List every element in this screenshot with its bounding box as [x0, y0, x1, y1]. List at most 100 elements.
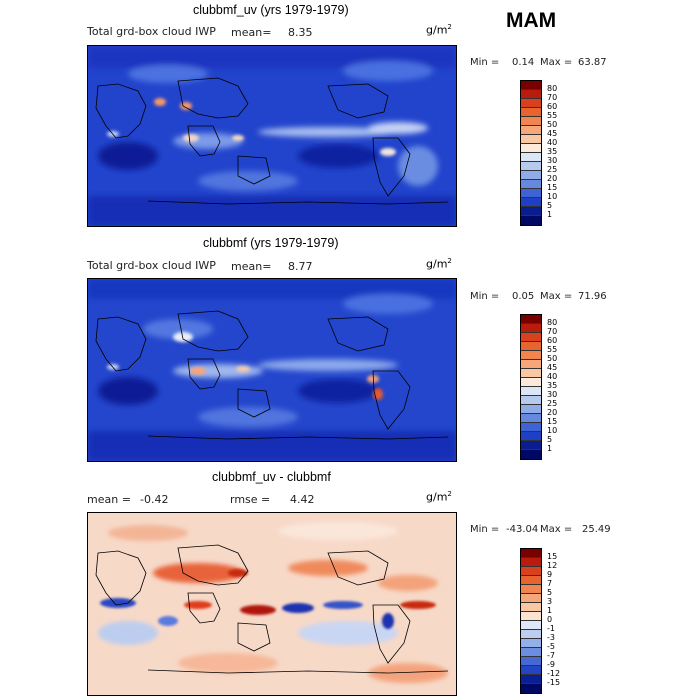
- panel3-colorbar-swatch: [521, 648, 541, 657]
- panel3-colorbar-swatch: [521, 576, 541, 585]
- panel1-colorbar-tick-label: 70: [547, 93, 558, 102]
- panel1-colorbar-tick-label: 35: [547, 147, 558, 156]
- panel3-colorbar-swatch: [521, 639, 541, 648]
- panel1-colorbar-swatch: [521, 117, 541, 126]
- panel2-colorbar-swatch: [521, 396, 541, 405]
- panel1-colorbar-swatch: [521, 153, 541, 162]
- panel3-rmse-value: 4.42: [290, 493, 315, 506]
- panel3-colorbar-swatch: [521, 585, 541, 594]
- panel1-mean-label: mean=: [231, 26, 272, 39]
- panel2-colorbar-swatch: [521, 450, 541, 459]
- panel2-colorbar-tick-label: 40: [547, 372, 558, 381]
- panel2-title: clubbmf (yrs 1979-1979): [203, 236, 339, 250]
- panel2-colorbar-swatch: [521, 342, 541, 351]
- panel2-colorbar-tick-label: 20: [547, 408, 558, 417]
- panel2-colorbar-tick-label: 25: [547, 399, 558, 408]
- panel1-colorbar-swatch: [521, 198, 541, 207]
- panel1-colorbar-swatch: [521, 144, 541, 153]
- panel1-colorbar-swatch: [521, 180, 541, 189]
- panel3-colorbar-swatch: [521, 621, 541, 630]
- panel3-colorbar-swatch: [521, 612, 541, 621]
- panel2-colorbar-tick-label: 15: [547, 417, 558, 426]
- panel1-colorbar-tick-label: 55: [547, 111, 558, 120]
- panel1-colorbar-tick-label: 15: [547, 183, 558, 192]
- panel1-colorbar-tick-label: 45: [547, 129, 558, 138]
- panel3-colorbar-swatch: [521, 594, 541, 603]
- panel2-colorbar-swatch: [521, 324, 541, 333]
- panel2-colorbar-swatch: [521, 387, 541, 396]
- panel2-min-label: Min =: [470, 291, 500, 302]
- panel2-variable: Total grd-box cloud IWP: [87, 259, 216, 272]
- panel2-colorbar-tick-label: 60: [547, 336, 558, 345]
- panel2-colorbar-swatch: [521, 369, 541, 378]
- panel3-min-label: Min =: [470, 524, 500, 535]
- panel1-title: clubbmf_uv (yrs 1979-1979): [193, 3, 349, 17]
- panel1-colorbar-tick-label: 50: [547, 120, 558, 129]
- panel2-colorbar-tick-label: 70: [547, 327, 558, 336]
- panel3-map: [87, 512, 457, 696]
- panel3-min-value: -43.04: [506, 524, 539, 535]
- panel1-colorbar-swatch: [521, 207, 541, 216]
- panel2-colorbar-swatch: [521, 360, 541, 369]
- panel3-colorbar-tick-label: 9: [547, 570, 553, 579]
- panel1-colorbar-swatch: [521, 99, 541, 108]
- panel1-min-value: 0.14: [512, 57, 535, 68]
- panel3-colorbar-tick-label: 7: [547, 579, 553, 588]
- season-label: MAM: [506, 9, 557, 32]
- panel3-units: g/m2: [426, 490, 452, 504]
- panel3-colorbar-swatch: [521, 675, 541, 684]
- panel2-colorbar-swatch: [521, 315, 541, 324]
- panel3-colorbar-swatch: [521, 657, 541, 666]
- panel2-colorbar-swatch: [521, 441, 541, 450]
- panel1-colorbar-tick-label: 10: [547, 192, 558, 201]
- panel2-max-value: 71.96: [578, 291, 607, 302]
- panel3-colorbar-tick-label: 1: [547, 606, 553, 615]
- panel1-colorbar-swatch: [521, 126, 541, 135]
- panel2-colorbar-swatch: [521, 405, 541, 414]
- panel3-colorbar-tick-label: -7: [547, 651, 555, 660]
- panel3-colorbar-swatch: [521, 558, 541, 567]
- panel2-units: g/m2: [426, 257, 452, 271]
- panel1-colorbar-tick-label: 5: [547, 201, 553, 210]
- panel2-map: [87, 278, 457, 462]
- panel2-colorbar-swatch: [521, 378, 541, 387]
- panel2-mean-label: mean=: [231, 260, 272, 273]
- panel3-colorbar-tick-label: 12: [547, 561, 558, 570]
- panel1-colorbar-swatch: [521, 171, 541, 180]
- panel1-units: g/m2: [426, 23, 452, 37]
- panel1-max-label: Max =: [540, 57, 573, 68]
- panel1-colorbar-tick-label: 1: [547, 210, 553, 219]
- panel3-mean-value: -0.42: [140, 493, 169, 506]
- panel3-colorbar-swatch: [521, 603, 541, 612]
- panel3-title: clubbmf_uv - clubbmf: [212, 470, 331, 484]
- panel2-colorbar-swatch: [521, 351, 541, 360]
- panel1-colorbar-tick-label: 20: [547, 174, 558, 183]
- panel3-colorbar-tick-label: -1: [547, 624, 555, 633]
- panel2-colorbar-tick-label: 5: [547, 435, 553, 444]
- panel2-colorbar-tick-label: 30: [547, 390, 558, 399]
- panel2-colorbar-tick-label: 1: [547, 444, 553, 453]
- panel2-colorbar-tick-label: 35: [547, 381, 558, 390]
- panel2-mean-value: 8.77: [288, 260, 313, 273]
- panel1-colorbar-tick-label: 80: [547, 84, 558, 93]
- panel3-colorbar-swatch: [521, 630, 541, 639]
- panel2-colorbar-tick-label: 80: [547, 318, 558, 327]
- panel2-colorbar-swatch: [521, 423, 541, 432]
- panel2-colorbar-tick-label: 45: [547, 363, 558, 372]
- panel3-colorbar-swatch: [521, 549, 541, 558]
- panel2-max-label: Max =: [540, 291, 573, 302]
- panel3-colorbar-swatch: [521, 684, 541, 693]
- panel1-min-label: Min =: [470, 57, 500, 68]
- panel2-colorbar-swatch: [521, 333, 541, 342]
- panel1-colorbar: [520, 80, 542, 226]
- panel3-rmse-label: rmse =: [230, 493, 271, 506]
- panel1-colorbar-swatch: [521, 162, 541, 171]
- panel1-colorbar-swatch: [521, 216, 541, 225]
- panel3-colorbar: [520, 548, 542, 694]
- panel1-colorbar-tick-label: 25: [547, 165, 558, 174]
- panel1-colorbar-swatch: [521, 135, 541, 144]
- panel1-colorbar-swatch: [521, 108, 541, 117]
- panel2-colorbar-tick-label: 55: [547, 345, 558, 354]
- panel1-variable: Total grd-box cloud IWP: [87, 25, 216, 38]
- panel1-colorbar-swatch: [521, 81, 541, 90]
